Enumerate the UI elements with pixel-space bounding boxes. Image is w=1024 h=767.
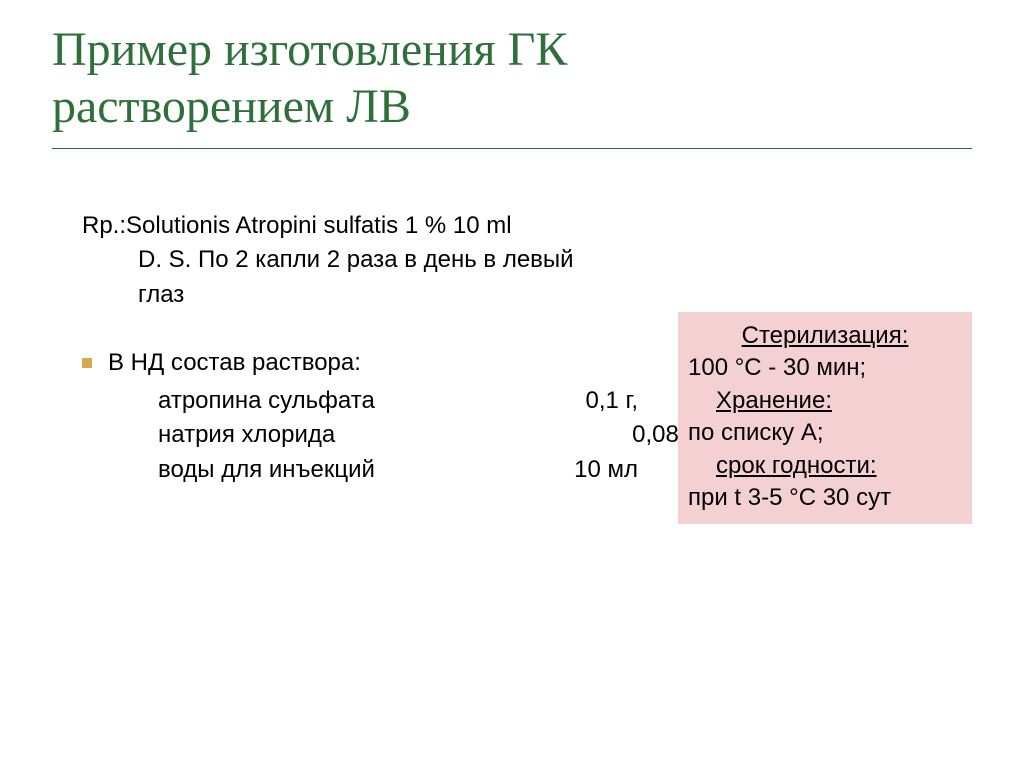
composition-heading: В НД состав раствора:: [108, 347, 361, 379]
composition-heading-row: В НД состав раствора:: [82, 347, 642, 379]
info-box: Стерилизация: 100 °С - 30 мин; Хранение:…: [678, 312, 972, 524]
title-line-1: Пример изготовления ГК: [52, 23, 567, 76]
ds-line-2: глаз: [138, 279, 642, 311]
infobox-line-3: при t 3-5 °С 30 сут: [688, 482, 962, 514]
infobox-line-2: по списку А;: [688, 417, 962, 449]
composition-row: натрия хлорида 0,08 г,: [158, 418, 698, 453]
infobox-header-3: срок годности:: [716, 452, 877, 479]
body-text: Rp.:Solutionis Atropini sulfatis 1 % 10 …: [82, 210, 642, 488]
composition-name: воды для инъекций: [158, 453, 375, 488]
slide: Пример изготовления ГК растворением ЛВ R…: [0, 0, 1024, 767]
title-underline: [52, 148, 972, 149]
composition-name: натрия хлорида: [158, 418, 335, 453]
composition-row: воды для инъекций 10 мл: [158, 453, 638, 488]
composition-list: атропина сульфата 0,1 г, натрия хлорида …: [82, 384, 642, 488]
composition-row: атропина сульфата 0,1 г,: [158, 384, 638, 419]
infobox-line-1: 100 °С - 30 мин;: [688, 352, 962, 384]
composition-value: 10 мл: [574, 453, 638, 488]
slide-title: Пример изготовления ГК растворением ЛВ: [52, 22, 567, 135]
ds-line-1: D. S. По 2 капли 2 раза в день в левый: [138, 244, 642, 276]
rp-line: Rp.:Solutionis Atropini sulfatis 1 % 10 …: [82, 210, 642, 242]
bullet-icon: [82, 358, 92, 368]
infobox-header-1: Стерилизация:: [742, 322, 909, 349]
title-line-2: растворением ЛВ: [52, 80, 411, 133]
composition-name: атропина сульфата: [158, 384, 375, 419]
infobox-header-2: Хранение:: [716, 387, 832, 414]
composition-value: 0,1 г,: [585, 384, 638, 419]
